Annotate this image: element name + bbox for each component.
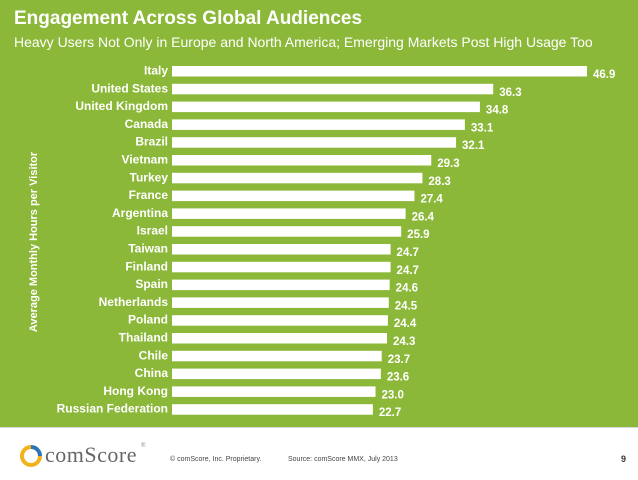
category-label: Italy bbox=[144, 64, 168, 78]
category-label: Russian Federation bbox=[57, 402, 168, 416]
bar bbox=[172, 226, 402, 237]
comscore-logo-icon bbox=[20, 445, 42, 467]
category-label: Thailand bbox=[119, 331, 168, 345]
category-label: Poland bbox=[128, 313, 168, 327]
bar bbox=[172, 368, 381, 380]
bar bbox=[172, 297, 389, 308]
category-label: Netherlands bbox=[99, 295, 169, 309]
category-label: Spain bbox=[135, 277, 168, 291]
value-label: 29.3 bbox=[437, 158, 459, 170]
category-label: France bbox=[129, 188, 169, 202]
bar bbox=[172, 404, 373, 415]
comscore-logo-text: comScore bbox=[45, 442, 137, 467]
value-label: 24.7 bbox=[397, 247, 419, 259]
category-label: Vietnam bbox=[122, 153, 168, 167]
value-label: 24.7 bbox=[397, 265, 419, 277]
category-label: United Kingdom bbox=[75, 99, 168, 113]
category-label: Brazil bbox=[135, 135, 168, 149]
category-label: Israel bbox=[137, 224, 168, 238]
bar-chart: Italy 46.9 United States 36.3 United Kingdom… bbox=[28, 64, 616, 420]
bar bbox=[172, 386, 376, 397]
category-label: Taiwan bbox=[128, 242, 168, 256]
bar bbox=[172, 66, 587, 77]
bar bbox=[172, 244, 391, 255]
value-label: 23.0 bbox=[382, 389, 404, 401]
category-label: Turkey bbox=[130, 170, 169, 184]
value-label: 23.7 bbox=[388, 354, 410, 366]
bar bbox=[172, 172, 423, 184]
trademark-symbol: ® bbox=[141, 443, 146, 449]
bar bbox=[172, 350, 382, 362]
value-label: 33.1 bbox=[471, 122, 494, 134]
bar bbox=[172, 261, 391, 273]
bar bbox=[172, 279, 390, 291]
bar bbox=[172, 101, 480, 113]
value-label: 24.6 bbox=[396, 283, 418, 295]
category-label: Finland bbox=[125, 259, 168, 273]
slide-footer: comScore ® © comScore, Inc. Proprietary.… bbox=[0, 427, 638, 480]
value-label: 24.3 bbox=[393, 336, 415, 348]
bar bbox=[172, 155, 432, 166]
category-label: United States bbox=[91, 81, 168, 95]
value-label: 24.5 bbox=[395, 300, 418, 312]
value-label: 28.3 bbox=[428, 176, 450, 188]
value-label: 26.4 bbox=[412, 211, 435, 223]
value-label: 24.4 bbox=[394, 318, 417, 330]
slide-title: Engagement Across Global Audiences bbox=[14, 8, 363, 29]
value-label: 23.6 bbox=[387, 372, 409, 384]
bar bbox=[172, 119, 465, 130]
category-label: Chile bbox=[139, 348, 169, 362]
category-label: Canada bbox=[125, 117, 169, 131]
page-number: 9 bbox=[620, 454, 626, 464]
bar bbox=[172, 315, 388, 326]
value-label: 36.3 bbox=[499, 87, 521, 99]
source-note: Source: comScore MMX, July 2013 bbox=[288, 456, 398, 463]
value-label: 46.9 bbox=[593, 69, 615, 81]
bar bbox=[172, 83, 494, 95]
category-label: China bbox=[135, 366, 169, 380]
bar bbox=[172, 190, 415, 202]
bar bbox=[172, 333, 388, 344]
bar bbox=[172, 137, 457, 148]
value-label: 22.7 bbox=[379, 407, 401, 419]
slide-subtitle: Heavy Users Not Only in Europe and North… bbox=[14, 34, 593, 50]
value-label: 25.9 bbox=[407, 229, 429, 241]
value-label: 34.8 bbox=[486, 105, 509, 117]
y-axis-label: Average Monthly Hours per Visitor bbox=[28, 151, 40, 332]
bars-group: Italy 46.9 United States 36.3 United Kingdom… bbox=[57, 64, 616, 420]
value-label: 32.1 bbox=[462, 140, 485, 152]
value-label: 27.4 bbox=[420, 194, 443, 206]
category-label: Argentina bbox=[112, 206, 168, 220]
copyright-notice: © comScore, Inc. Proprietary. bbox=[170, 456, 262, 463]
category-label: Hong Kong bbox=[103, 384, 168, 398]
bar bbox=[172, 208, 406, 219]
